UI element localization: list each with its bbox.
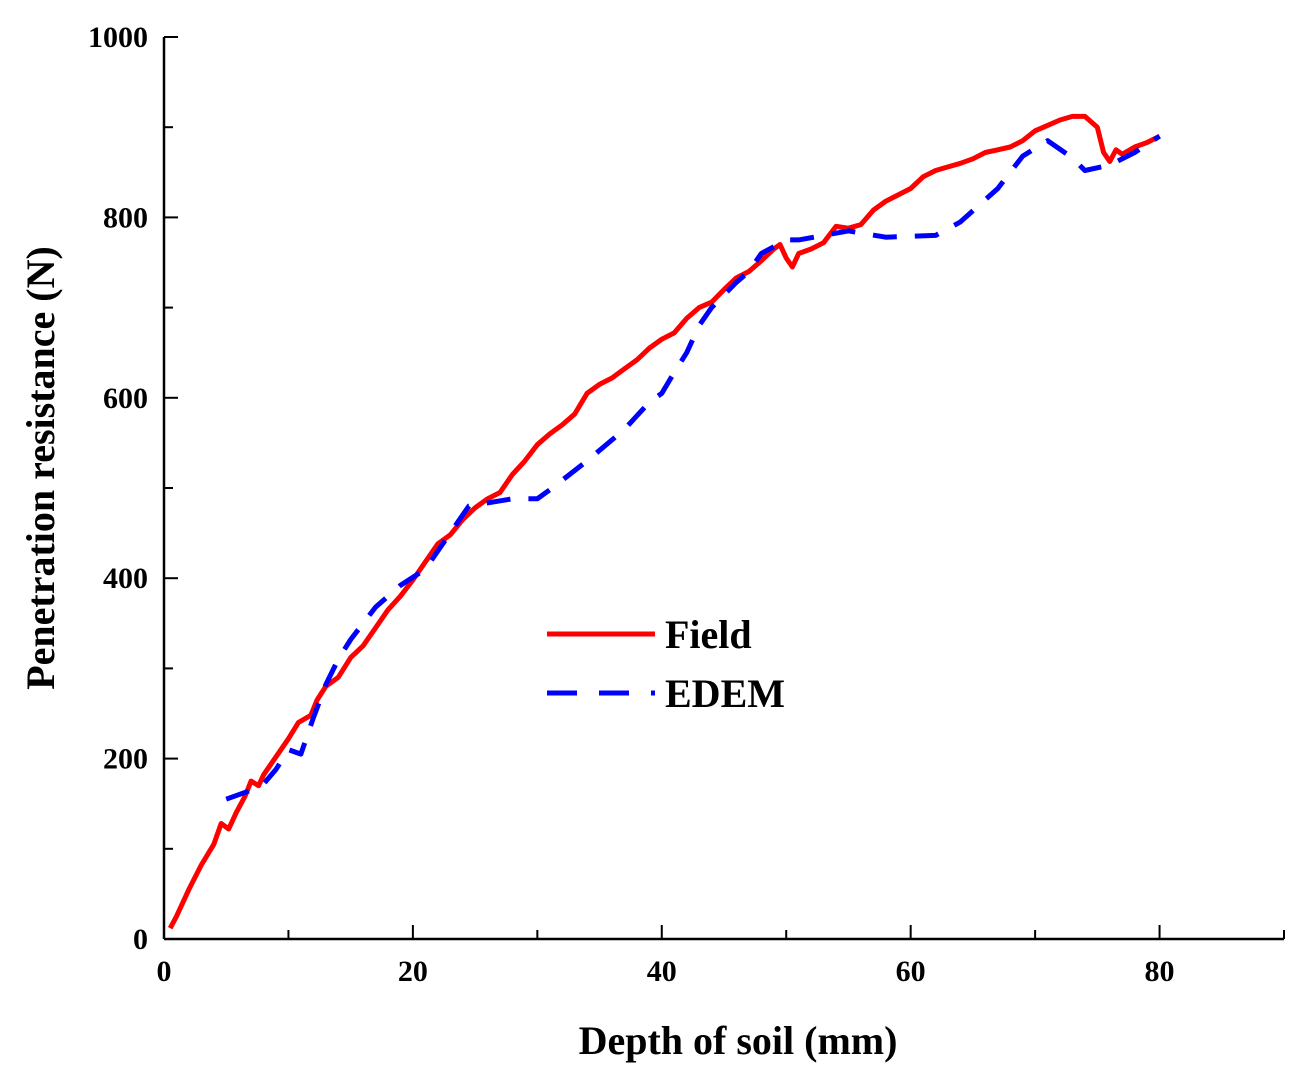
series-line-field — [167, 113, 1161, 930]
x-axis-label: Depth of soil (mm) — [579, 1018, 898, 1063]
plot-lines — [167, 113, 1161, 930]
y-tick-label: 400 — [103, 562, 148, 595]
y-tick-label: 0 — [133, 923, 148, 956]
y-tick-label: 800 — [103, 201, 148, 234]
x-tick-label: 40 — [647, 955, 677, 988]
y-tick-label: 200 — [103, 743, 148, 776]
legend-label-field: Field — [665, 612, 752, 657]
legend: Field EDEM — [547, 612, 785, 716]
legend-label-edem: EDEM — [665, 671, 785, 716]
x-tick-label: 60 — [896, 955, 926, 988]
y-axis-label: Penetration resistance (N) — [18, 246, 63, 690]
x-tick-label: 0 — [157, 955, 172, 988]
x-tick-label: 80 — [1145, 955, 1175, 988]
x-tick-label: 20 — [398, 955, 428, 988]
axes — [162, 37, 1284, 941]
y-tick-label: 600 — [103, 382, 148, 415]
y-tick-label: 1000 — [88, 21, 148, 54]
series-line-edem — [225, 134, 1161, 802]
